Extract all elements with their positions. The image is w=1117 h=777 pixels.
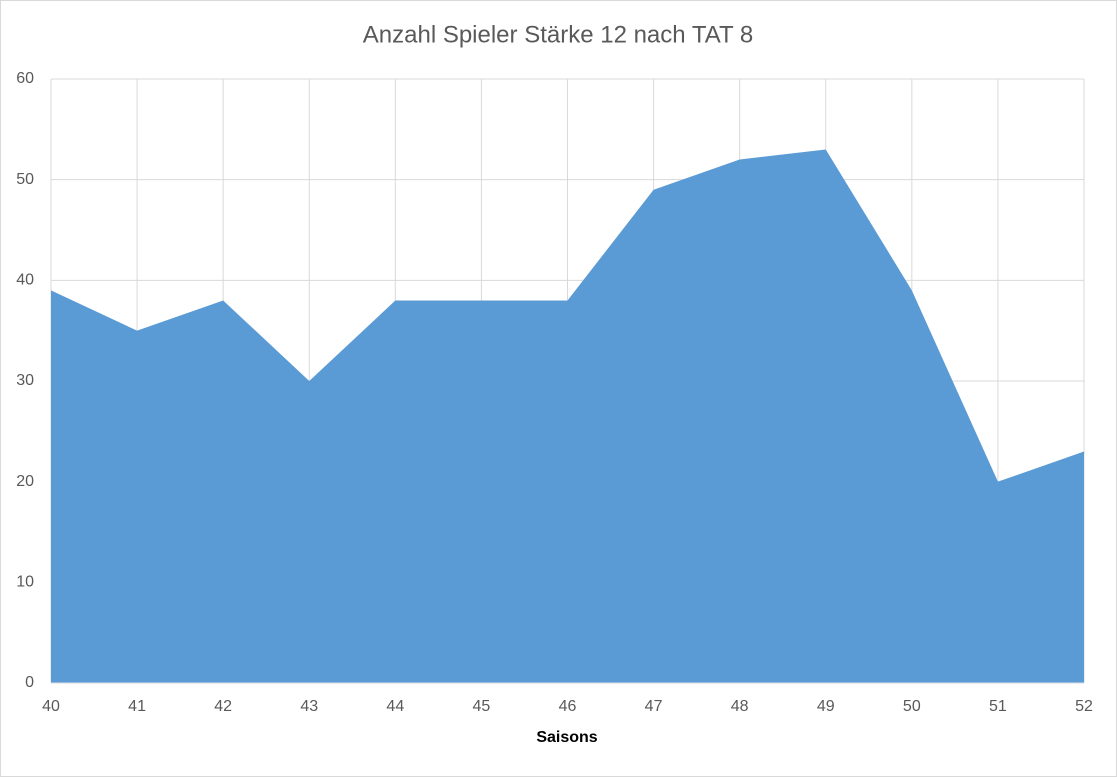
x-tick-label: 42: [214, 698, 232, 715]
y-tick-label: 10: [16, 574, 34, 591]
area: [51, 149, 1084, 683]
x-tick-label: 49: [817, 698, 835, 715]
x-tick-label: 44: [386, 698, 404, 715]
y-tick-label: 0: [25, 674, 34, 691]
y-tick-label: 30: [16, 372, 34, 389]
x-tick-label: 48: [731, 698, 749, 715]
x-tick-label: 52: [1075, 698, 1093, 715]
y-tick-label: 40: [16, 272, 34, 289]
x-tick-label: 41: [128, 698, 146, 715]
x-tick-label: 40: [42, 698, 60, 715]
y-tick-label: 60: [16, 70, 34, 87]
chart-title: Anzahl Spieler Stärke 12 nach TAT 8: [363, 21, 753, 48]
x-tick-label: 47: [645, 698, 663, 715]
x-tick-label: 46: [559, 698, 577, 715]
x-tick-label: 50: [903, 698, 921, 715]
y-tick-label: 20: [16, 473, 34, 490]
x-axis-label: Saisons: [536, 729, 597, 746]
y-tick-label: 50: [16, 171, 34, 188]
x-tick-label: 51: [989, 698, 1007, 715]
x-tick-label: 43: [300, 698, 318, 715]
x-tick-label: 45: [473, 698, 491, 715]
